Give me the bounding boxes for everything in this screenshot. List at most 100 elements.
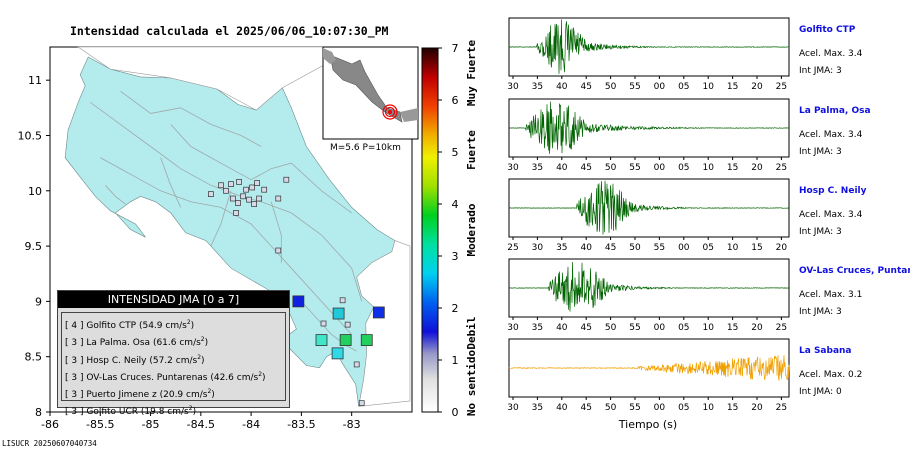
y-tick-label: 10.5	[18, 129, 43, 142]
int-jma-label: Int JMA: 3	[799, 227, 842, 237]
small-station-marker	[233, 210, 239, 216]
waveform-tick-label: 35	[532, 82, 543, 92]
waveform-tick-label: 20	[776, 243, 788, 253]
waveform-panel: 30 35 40 45 50 55 00 05 10 15 20 25 La Palma, Osa Ace…	[507, 98, 871, 173]
waveform-tick-label: 20	[751, 82, 763, 92]
legend-item: [ 3 ] Hosp C. Neily (57.2 cm/s2)	[65, 353, 205, 366]
colorbar-category-label: Fuerte	[465, 130, 478, 170]
small-station-marker	[236, 179, 242, 185]
waveform-tick-label: 30	[507, 403, 519, 413]
waveform-tick-label: 30	[507, 82, 519, 92]
waveform-tick-label: 15	[751, 243, 762, 253]
colorbar-tick-label: 1	[452, 354, 459, 367]
waveform-tick-label: 55	[629, 82, 640, 92]
waveform-panel: 30 35 40 45 50 55 00 05 10 15 20 25 OV-Las Cruces, P…	[507, 258, 910, 333]
y-tick-label: 10	[28, 185, 42, 198]
waveform-tick-label: 55	[654, 243, 665, 253]
small-station-marker	[256, 195, 263, 202]
waveform-tick-label: 10	[702, 403, 714, 413]
waveform-panel: 30 35 40 45 50 55 00 05 10 15 20 25 La Sabana Acel. M…	[507, 338, 862, 413]
small-station-marker	[235, 200, 241, 206]
inset-caption: M=5.6 P=10km	[330, 143, 401, 153]
small-station-marker	[261, 186, 268, 193]
waveform-tick-label: 10	[702, 163, 714, 173]
waveform-tick-label: 55	[629, 403, 640, 413]
x-tick-label: -84.5	[187, 418, 215, 431]
waveform-tick-label: 10	[702, 82, 714, 92]
station-marker	[372, 306, 385, 319]
waveform-tick-label: 40	[556, 323, 568, 333]
station-intensity-markers	[292, 295, 385, 360]
waveform-tick-label: 45	[580, 323, 591, 333]
waveform-tick-label: 40	[556, 82, 568, 92]
waveform-panel: 25 30 35 40 45 50 55 00 05 10 15 20 Hosp C. Neily Ace…	[507, 178, 867, 253]
waveform-panels: 30 35 40 45 50 55 00 05 10 15 20 25 Golfito CTP Acel.…	[507, 17, 910, 431]
waveform-tick-label: 25	[776, 403, 787, 413]
waveform-tick-label: 30	[532, 243, 544, 253]
map-tick-labels: -86 -85.5 -85 -84.5 -84 -83.5 -83 11 10.5 10 9.5 9 8…	[18, 74, 361, 431]
station-marker	[331, 347, 344, 360]
waveform-tick-label: 40	[556, 163, 568, 173]
map-title: Intensidad calculada el 2025/06/06_10:07…	[70, 24, 389, 38]
waveform-tick-label: 55	[629, 323, 640, 333]
int-jma-label: Int JMA: 3	[799, 307, 842, 317]
waveform-tick-label: 00	[678, 243, 690, 253]
acel-max-label: Acel. Max. 3.4	[799, 130, 863, 140]
acel-max-label: Acel. Max. 3.4	[799, 49, 863, 59]
legend-item: [ 4 ] Golfito CTP (54.9 cm/s2)	[65, 319, 195, 331]
waveform-tick-label: 30	[507, 163, 519, 173]
waveform-tick-label: 25	[776, 82, 787, 92]
small-station-marker	[208, 191, 214, 197]
waveform-tick-label: 45	[605, 243, 616, 253]
y-tick-label: 9	[35, 295, 42, 308]
waveform-tick-label: 05	[678, 323, 689, 333]
small-station-marker	[246, 196, 252, 203]
footer-id: LISUCR 20250607040734	[2, 439, 97, 448]
waveform-tick-label: 05	[702, 243, 713, 253]
station-marker	[292, 295, 305, 308]
station-name-label: OV-Las Cruces, Puntar	[799, 266, 910, 276]
x-tick-label: -83	[343, 418, 361, 431]
small-station-marker	[344, 321, 351, 328]
legend-item: [ 3 ] Golfito UCR (19.8 cm/s2)	[65, 405, 197, 418]
road-line	[100, 157, 352, 335]
road-line	[160, 157, 182, 208]
waveform-tick-label: 00	[654, 323, 666, 333]
waveform-tick-label: 25	[776, 323, 787, 333]
waveform-tick-label: 00	[654, 403, 666, 413]
small-station-marker	[249, 184, 255, 191]
waveform-tick-label: 50	[605, 403, 617, 413]
small-station-marker	[240, 193, 246, 200]
y-tick-label: 8	[35, 406, 42, 419]
legend-item: [ 3 ] Puerto Jimene z (20.9 cm/s2)	[65, 388, 215, 401]
colorbar-category-label: Debil	[465, 316, 478, 349]
small-station-marker	[223, 187, 229, 194]
colorbar-category-label: No sentido	[465, 350, 478, 417]
legend-item: [ 3 ] La Palma. Osa (61.6 cm/s2)	[65, 336, 209, 349]
colorbar-tick-label: 2	[452, 302, 459, 315]
waveform-tick-label: 45	[580, 403, 591, 413]
small-station-marker	[243, 186, 249, 193]
waveform-trace	[508, 101, 789, 154]
small-station-marker	[218, 182, 224, 189]
station-name-label: La Palma, Osa	[799, 106, 871, 116]
waveform-trace	[508, 180, 790, 235]
waveform-tick-label: 25	[507, 243, 518, 253]
waveform-tick-label: 35	[532, 403, 543, 413]
waveform-tick-label: 40	[556, 403, 568, 413]
waveform-tick-label: 05	[678, 403, 689, 413]
colorbar-tick-label: 6	[452, 94, 459, 107]
small-station-marker	[358, 400, 365, 407]
waveform-tick-label: 50	[605, 82, 617, 92]
x-tick-label: -85	[142, 418, 160, 431]
x-tick-label: -83.5	[287, 418, 315, 431]
waveform-tick-label: 30	[507, 323, 519, 333]
small-station-marker	[320, 320, 327, 327]
colorbar-tick-label: 4	[452, 198, 459, 211]
small-station-marker	[254, 180, 260, 186]
acel-max-label: Acel. Max. 3.4	[799, 210, 863, 220]
x-tick-label: -84	[242, 418, 260, 431]
road-line	[301, 301, 357, 352]
int-jma-label: Int JMA: 3	[799, 66, 842, 76]
